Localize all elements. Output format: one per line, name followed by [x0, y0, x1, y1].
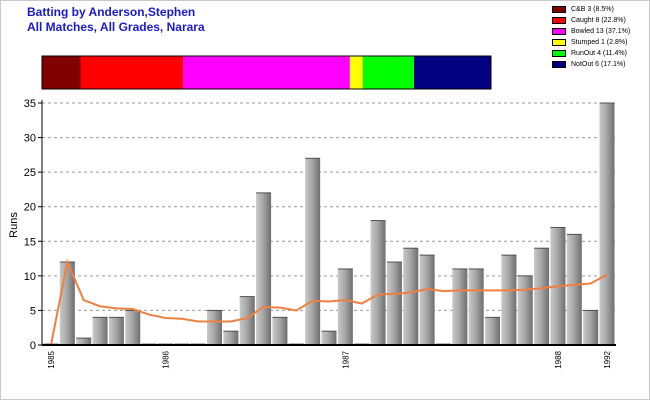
y-tick-label: 30 — [24, 133, 36, 145]
bar — [452, 268, 468, 345]
bar — [517, 275, 533, 345]
legend-swatch — [552, 6, 566, 13]
bar — [534, 248, 550, 345]
legend-label: Bowled 13 (37.1%) — [571, 28, 631, 35]
legend-swatch — [552, 39, 566, 46]
bar — [419, 255, 435, 345]
bar — [239, 296, 255, 345]
strip-segment — [349, 56, 363, 89]
bar — [76, 338, 92, 345]
legend: C&B 3 (8.5%) Caught 8 (22.8%) Bowled 13 (3… — [552, 4, 630, 70]
legend-item: RunOut 4 (11.4%) — [552, 48, 630, 59]
x-tick-label: 1987 — [341, 350, 350, 368]
chart-title: Batting by Anderson,Stephen — [27, 5, 196, 19]
legend-label: Stumped 1 (2.8%) — [571, 39, 628, 46]
legend-item: Bowled 13 (37.1%) — [552, 26, 630, 37]
bar — [256, 192, 272, 345]
bar — [468, 268, 484, 345]
legend-label: Caught 8 (22.8%) — [571, 17, 626, 24]
legend-swatch — [552, 50, 566, 57]
y-tick-label: 15 — [24, 236, 36, 248]
chart-subtitle: All Matches, All Grades, Narara — [27, 20, 205, 34]
y-tick-label: 20 — [24, 202, 36, 214]
x-tick-label: 1988 — [554, 350, 563, 368]
bar — [403, 248, 419, 345]
bar — [370, 220, 386, 345]
legend-item: NotOut 6 (17.1%) — [552, 59, 630, 70]
x-tick-label: 1985 — [47, 350, 56, 368]
bar — [386, 262, 402, 345]
bars — [43, 102, 615, 345]
y-tick-label: 10 — [24, 271, 36, 283]
legend-label: RunOut 4 (11.4%) — [571, 50, 627, 57]
strip-segment — [362, 56, 415, 89]
y-axis-label: Runs — [8, 212, 20, 238]
strip-segment — [414, 56, 491, 89]
x-tick-label: 1986 — [161, 350, 170, 368]
strip-segment — [42, 56, 81, 89]
legend-swatch — [552, 28, 566, 35]
bar — [272, 317, 288, 345]
bar — [566, 234, 582, 345]
y-tick-label: 35 — [24, 98, 36, 110]
y-tick-label: 5 — [30, 305, 36, 317]
legend-item: C&B 3 (8.5%) — [552, 4, 630, 15]
bar — [305, 158, 321, 345]
average-line — [50, 258, 608, 346]
bar — [125, 310, 141, 345]
y-tick-label: 0 — [30, 340, 36, 352]
bar — [92, 317, 108, 345]
x-tick-labels: 1985 1986 1987 1988 1992 — [47, 350, 612, 368]
y-tick-label: 25 — [24, 167, 36, 179]
axes: 0 5 10 15 20 25 30 35 — [24, 98, 616, 352]
bar — [337, 268, 353, 345]
legend-swatch — [552, 17, 566, 24]
bar — [223, 331, 239, 345]
legend-label: NotOut 6 (17.1%) — [571, 61, 626, 68]
x-tick-label: 1992 — [603, 350, 612, 368]
legend-label: C&B 3 (8.5%) — [571, 6, 614, 13]
bar — [583, 310, 599, 345]
bar — [485, 317, 501, 345]
legend-item: Caught 8 (22.8%) — [552, 15, 630, 26]
bar — [321, 331, 337, 345]
bar — [599, 103, 615, 345]
average-polyline — [50, 258, 608, 346]
strip-segment — [183, 56, 350, 89]
bar — [108, 317, 124, 345]
bar — [207, 310, 223, 345]
legend-swatch — [552, 61, 566, 68]
strip-segment — [80, 56, 184, 89]
bar — [501, 255, 517, 345]
legend-item: Stumped 1 (2.8%) — [552, 37, 630, 48]
strip-border — [41, 55, 492, 90]
dismissal-strip — [41, 55, 492, 90]
